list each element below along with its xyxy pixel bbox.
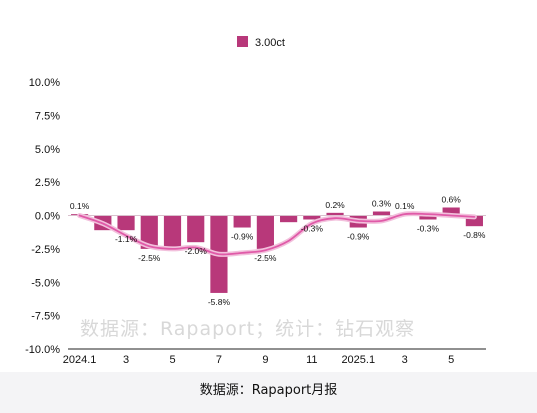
x-tick-label: 3 (123, 354, 129, 366)
x-axis: 2024.1 3 5 7 9 11 2025.1 3 5 (63, 348, 486, 366)
bar (233, 215, 251, 228)
legend-label: 3.00ct (255, 37, 285, 49)
bar (419, 215, 437, 220)
data-label: -5.8% (208, 297, 231, 307)
bars (68, 207, 486, 293)
data-label: -2.0% (185, 246, 208, 256)
bar (372, 211, 391, 216)
x-tick-label: 5 (448, 354, 454, 366)
x-tick-label: 3 (402, 354, 408, 366)
y-tick-label: -5.0% (31, 277, 60, 289)
y-tick-label: 0.0% (35, 211, 60, 223)
data-label: -2.5% (254, 253, 277, 263)
data-label: -1.1% (115, 234, 138, 244)
x-tick-label: 9 (262, 354, 268, 366)
bar (280, 215, 298, 223)
data-label: -0.9% (347, 232, 370, 242)
bar (256, 215, 274, 249)
data-label: -0.3% (301, 224, 324, 234)
bar (140, 215, 158, 249)
data-labels: 0.1%-1.1%-2.5%-2.0%-5.8%-0.9%-2.5%-0.3%0… (70, 194, 486, 306)
data-label: 0.3% (372, 199, 392, 209)
x-tick-label: 2025.1 (341, 354, 375, 366)
source-caption: 数据源：Rapaport月报 (199, 383, 338, 398)
data-label: 0.1% (70, 201, 90, 211)
data-label: -0.3% (417, 224, 440, 234)
y-axis: 10.0% 7.5% 5.0% 2.5% 0.0% -2.5% -5.0% -7.5% -10.… (25, 77, 60, 356)
bar (187, 215, 205, 243)
bar (465, 215, 483, 227)
trend-line (77, 211, 477, 257)
data-label: 0.6% (441, 194, 461, 204)
x-tick-label: 11 (306, 354, 317, 366)
bar (303, 215, 321, 220)
data-label: -0.8% (463, 230, 486, 240)
trend-line-path (78, 212, 476, 256)
y-tick-label: -7.5% (31, 311, 60, 323)
bar (326, 212, 344, 216)
data-label: -0.9% (231, 232, 254, 242)
data-label: 0.2% (325, 200, 345, 210)
y-tick-label: 10.0% (29, 77, 60, 89)
watermark: 数据源：Rapaport；统计：钻石观察 (80, 318, 416, 340)
trend-line-glow (77, 211, 477, 257)
x-tick-label: 2024.1 (63, 354, 97, 366)
y-tick-label: 7.5% (35, 110, 60, 122)
data-label: 0.1% (395, 201, 415, 211)
x-tick-label: 7 (216, 354, 222, 366)
y-tick-label: -10.0% (25, 344, 60, 356)
bar (442, 207, 460, 216)
y-tick-label: 2.5% (35, 177, 60, 189)
bar (163, 215, 182, 249)
y-tick-label: -2.5% (31, 244, 60, 256)
bar (117, 215, 135, 231)
legend: 3.00ct (237, 36, 285, 49)
y-tick-label: 5.0% (35, 144, 60, 156)
data-label: -2.5% (138, 253, 161, 263)
legend-swatch (237, 36, 248, 47)
source-footer (0, 372, 537, 413)
x-tick-label: 5 (169, 354, 175, 366)
